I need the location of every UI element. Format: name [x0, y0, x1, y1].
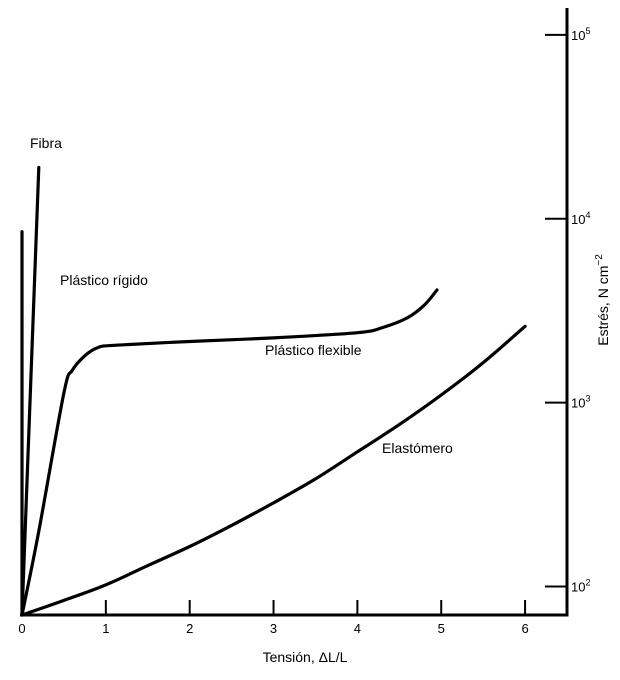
series-line-0: [20, 165, 41, 617]
y-tick-label: 105: [571, 26, 590, 43]
x-tick-label: 3: [270, 621, 277, 636]
y-axis-label-exponent: −2: [594, 254, 605, 266]
x-axis-label: Tensión, ΔL/L: [263, 649, 348, 665]
y-tick-label: 102: [571, 578, 590, 595]
x-ticks: 0 1 2 3 4 5 6: [18, 600, 529, 636]
y-tick-label: 103: [571, 394, 590, 411]
x-tick-label: 1: [102, 621, 109, 636]
x-tick-label: 2: [186, 621, 193, 636]
x-tick-label: 5: [438, 621, 445, 636]
y-ticks: 102 103 104 105: [545, 26, 590, 595]
series-label-elastomero: Elastómero: [382, 440, 453, 456]
series-label-fibra: Fibra: [30, 135, 62, 151]
series-label-plastico-flexible: Plástico flexible: [265, 342, 362, 358]
x-tick-label: 0: [18, 621, 25, 636]
y-axis-label-text: Estrés, N cm: [595, 266, 611, 346]
x-tick-label: 4: [354, 621, 361, 636]
series-line-3: [20, 324, 527, 617]
axes: [20, 8, 569, 617]
x-tick-label: 6: [521, 621, 528, 636]
y-axis-label: Estrés, N cm−2: [594, 254, 611, 346]
series-label-plastico-rigido: Plástico rígido: [60, 272, 148, 288]
series-line-2: [20, 288, 439, 617]
y-tick-label: 104: [571, 210, 590, 227]
series-lines: [20, 165, 527, 617]
